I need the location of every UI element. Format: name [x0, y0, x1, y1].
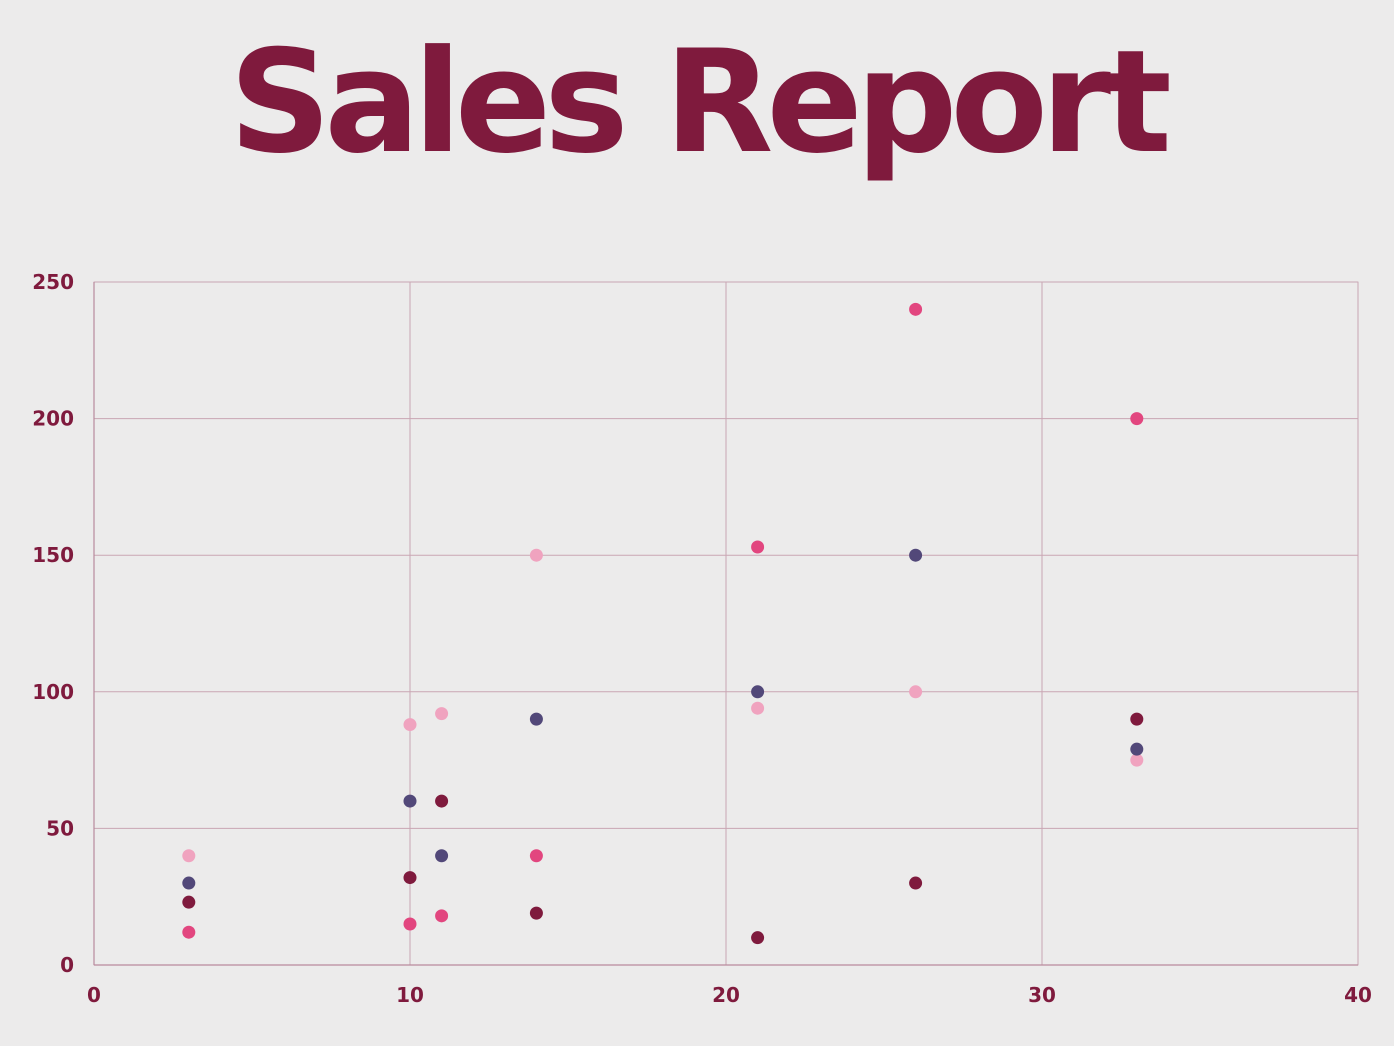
y-tick-label: 0: [60, 953, 74, 977]
data-point-series-3: [751, 685, 765, 699]
data-point-series-1: [751, 540, 765, 554]
data-point-series-3: [909, 548, 923, 562]
data-point-series-4: [435, 794, 449, 808]
data-point-series-4: [751, 931, 765, 945]
x-tick-label: 30: [1028, 983, 1056, 1007]
data-point-series-2: [751, 701, 765, 715]
data-point-series-1: [435, 909, 449, 923]
data-point-series-2: [1130, 753, 1144, 767]
y-tick-label: 200: [32, 407, 74, 431]
grid: [93, 281, 1359, 966]
data-point-series-4: [1130, 712, 1144, 726]
tick-labels: 0 50 100 150 200 250 0 10 20 30 40: [32, 270, 1372, 1007]
y-tick-label: 250: [32, 270, 74, 294]
data-point-series-1: [1130, 412, 1144, 426]
data-point-series-1: [909, 302, 923, 316]
data-point-series-1: [529, 849, 543, 863]
data-point-series-4: [403, 871, 417, 885]
data-point-series-3: [182, 876, 196, 890]
y-tick-label: 150: [32, 543, 74, 567]
data-point-series-4: [529, 906, 543, 920]
data-point-series-1: [182, 925, 196, 939]
data-points: [182, 302, 1144, 945]
data-point-series-2: [909, 685, 923, 699]
data-point-series-3: [403, 794, 417, 808]
data-point-series-3: [529, 712, 543, 726]
data-point-series-2: [529, 548, 543, 562]
x-tick-label: 0: [87, 983, 101, 1007]
data-point-series-3: [435, 849, 449, 863]
data-point-series-2: [182, 849, 196, 863]
data-point-series-4: [182, 895, 196, 909]
axes: [93, 282, 1358, 966]
x-tick-label: 20: [712, 983, 740, 1007]
x-tick-label: 10: [396, 983, 424, 1007]
x-tick-label: 40: [1344, 983, 1372, 1007]
data-point-series-3: [1130, 742, 1144, 756]
data-point-series-2: [403, 718, 417, 732]
data-point-series-4: [909, 876, 923, 890]
data-point-series-2: [435, 707, 449, 721]
page-title: Sales Report: [229, 20, 1172, 185]
y-tick-label: 50: [46, 816, 74, 840]
y-tick-label: 100: [32, 680, 74, 704]
data-point-series-1: [403, 917, 417, 931]
